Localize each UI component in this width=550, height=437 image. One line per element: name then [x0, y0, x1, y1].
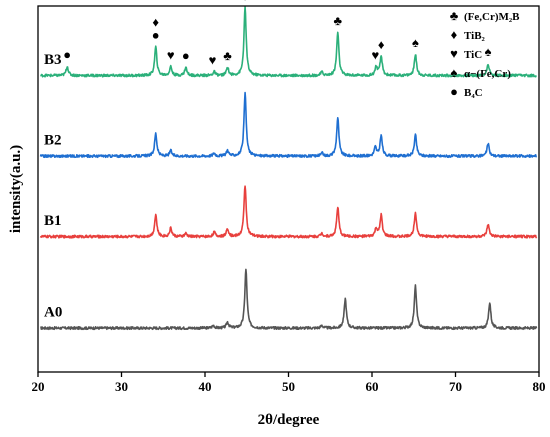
x-tick-label: 30 [115, 379, 128, 394]
legend-spade-icon: ♠ [451, 65, 458, 80]
series-label-b1: B1 [44, 213, 62, 229]
phase-marker: ♥ [371, 47, 379, 62]
phase-marker: ♦ [152, 15, 159, 30]
legend-dot-icon: ● [450, 84, 458, 99]
phase-marker: ♠ [412, 35, 419, 50]
x-tick-label: 50 [282, 379, 295, 394]
legend-heart-icon: ♥ [450, 46, 458, 61]
phase-marker: ♥ [167, 47, 175, 62]
x-tick-label: 60 [366, 379, 379, 394]
legend-entry-label: B₄C [464, 87, 483, 99]
x-tick-label: 20 [32, 379, 45, 394]
phase-marker: ● [63, 47, 71, 62]
phase-marker: ♦ [378, 37, 385, 52]
series-label-b3: B3 [44, 52, 62, 68]
legend-diamond-icon: ♦ [451, 27, 458, 42]
series-label-b2: B2 [44, 132, 62, 148]
legend-entry-label: (Fe,Cr)M₂B [464, 11, 520, 23]
phase-marker: ♣ [333, 13, 342, 28]
phase-marker: ♥ [209, 52, 217, 67]
legend-club-icon: ♣ [450, 8, 459, 23]
phase-marker: ♦ [242, 0, 249, 3]
phase-marker: ● [152, 28, 160, 43]
series-line-b1 [39, 185, 538, 239]
series-line-a0 [40, 268, 538, 331]
legend-entry-label: TiC [464, 49, 482, 61]
phase-marker: ● [182, 48, 190, 63]
x-tick-label: 40 [199, 379, 212, 394]
phase-marker: ♣ [223, 48, 232, 63]
legend-entry-label: TiB₂ [464, 30, 486, 42]
series-line-b2 [39, 91, 538, 159]
series-label-a0: A0 [44, 304, 62, 320]
legend: ♣ (Fe,Cr)M₂B♦ TiB₂♥ TiC♠ α−(Fe,Cr)● B₄C [450, 8, 520, 99]
x-axis: 20 30 40 50 60 70 80 [32, 372, 546, 394]
x-tick-label: 70 [449, 379, 462, 394]
y-axis-title: intensity(a.u.) [8, 145, 24, 233]
legend-entry-label: α−(Fe,Cr) [464, 68, 511, 80]
phase-marker: ♠ [485, 44, 492, 59]
x-tick-label: 80 [533, 379, 546, 394]
series-line-b3 [40, 6, 537, 78]
x-axis-title: 2θ/degree [258, 412, 320, 428]
